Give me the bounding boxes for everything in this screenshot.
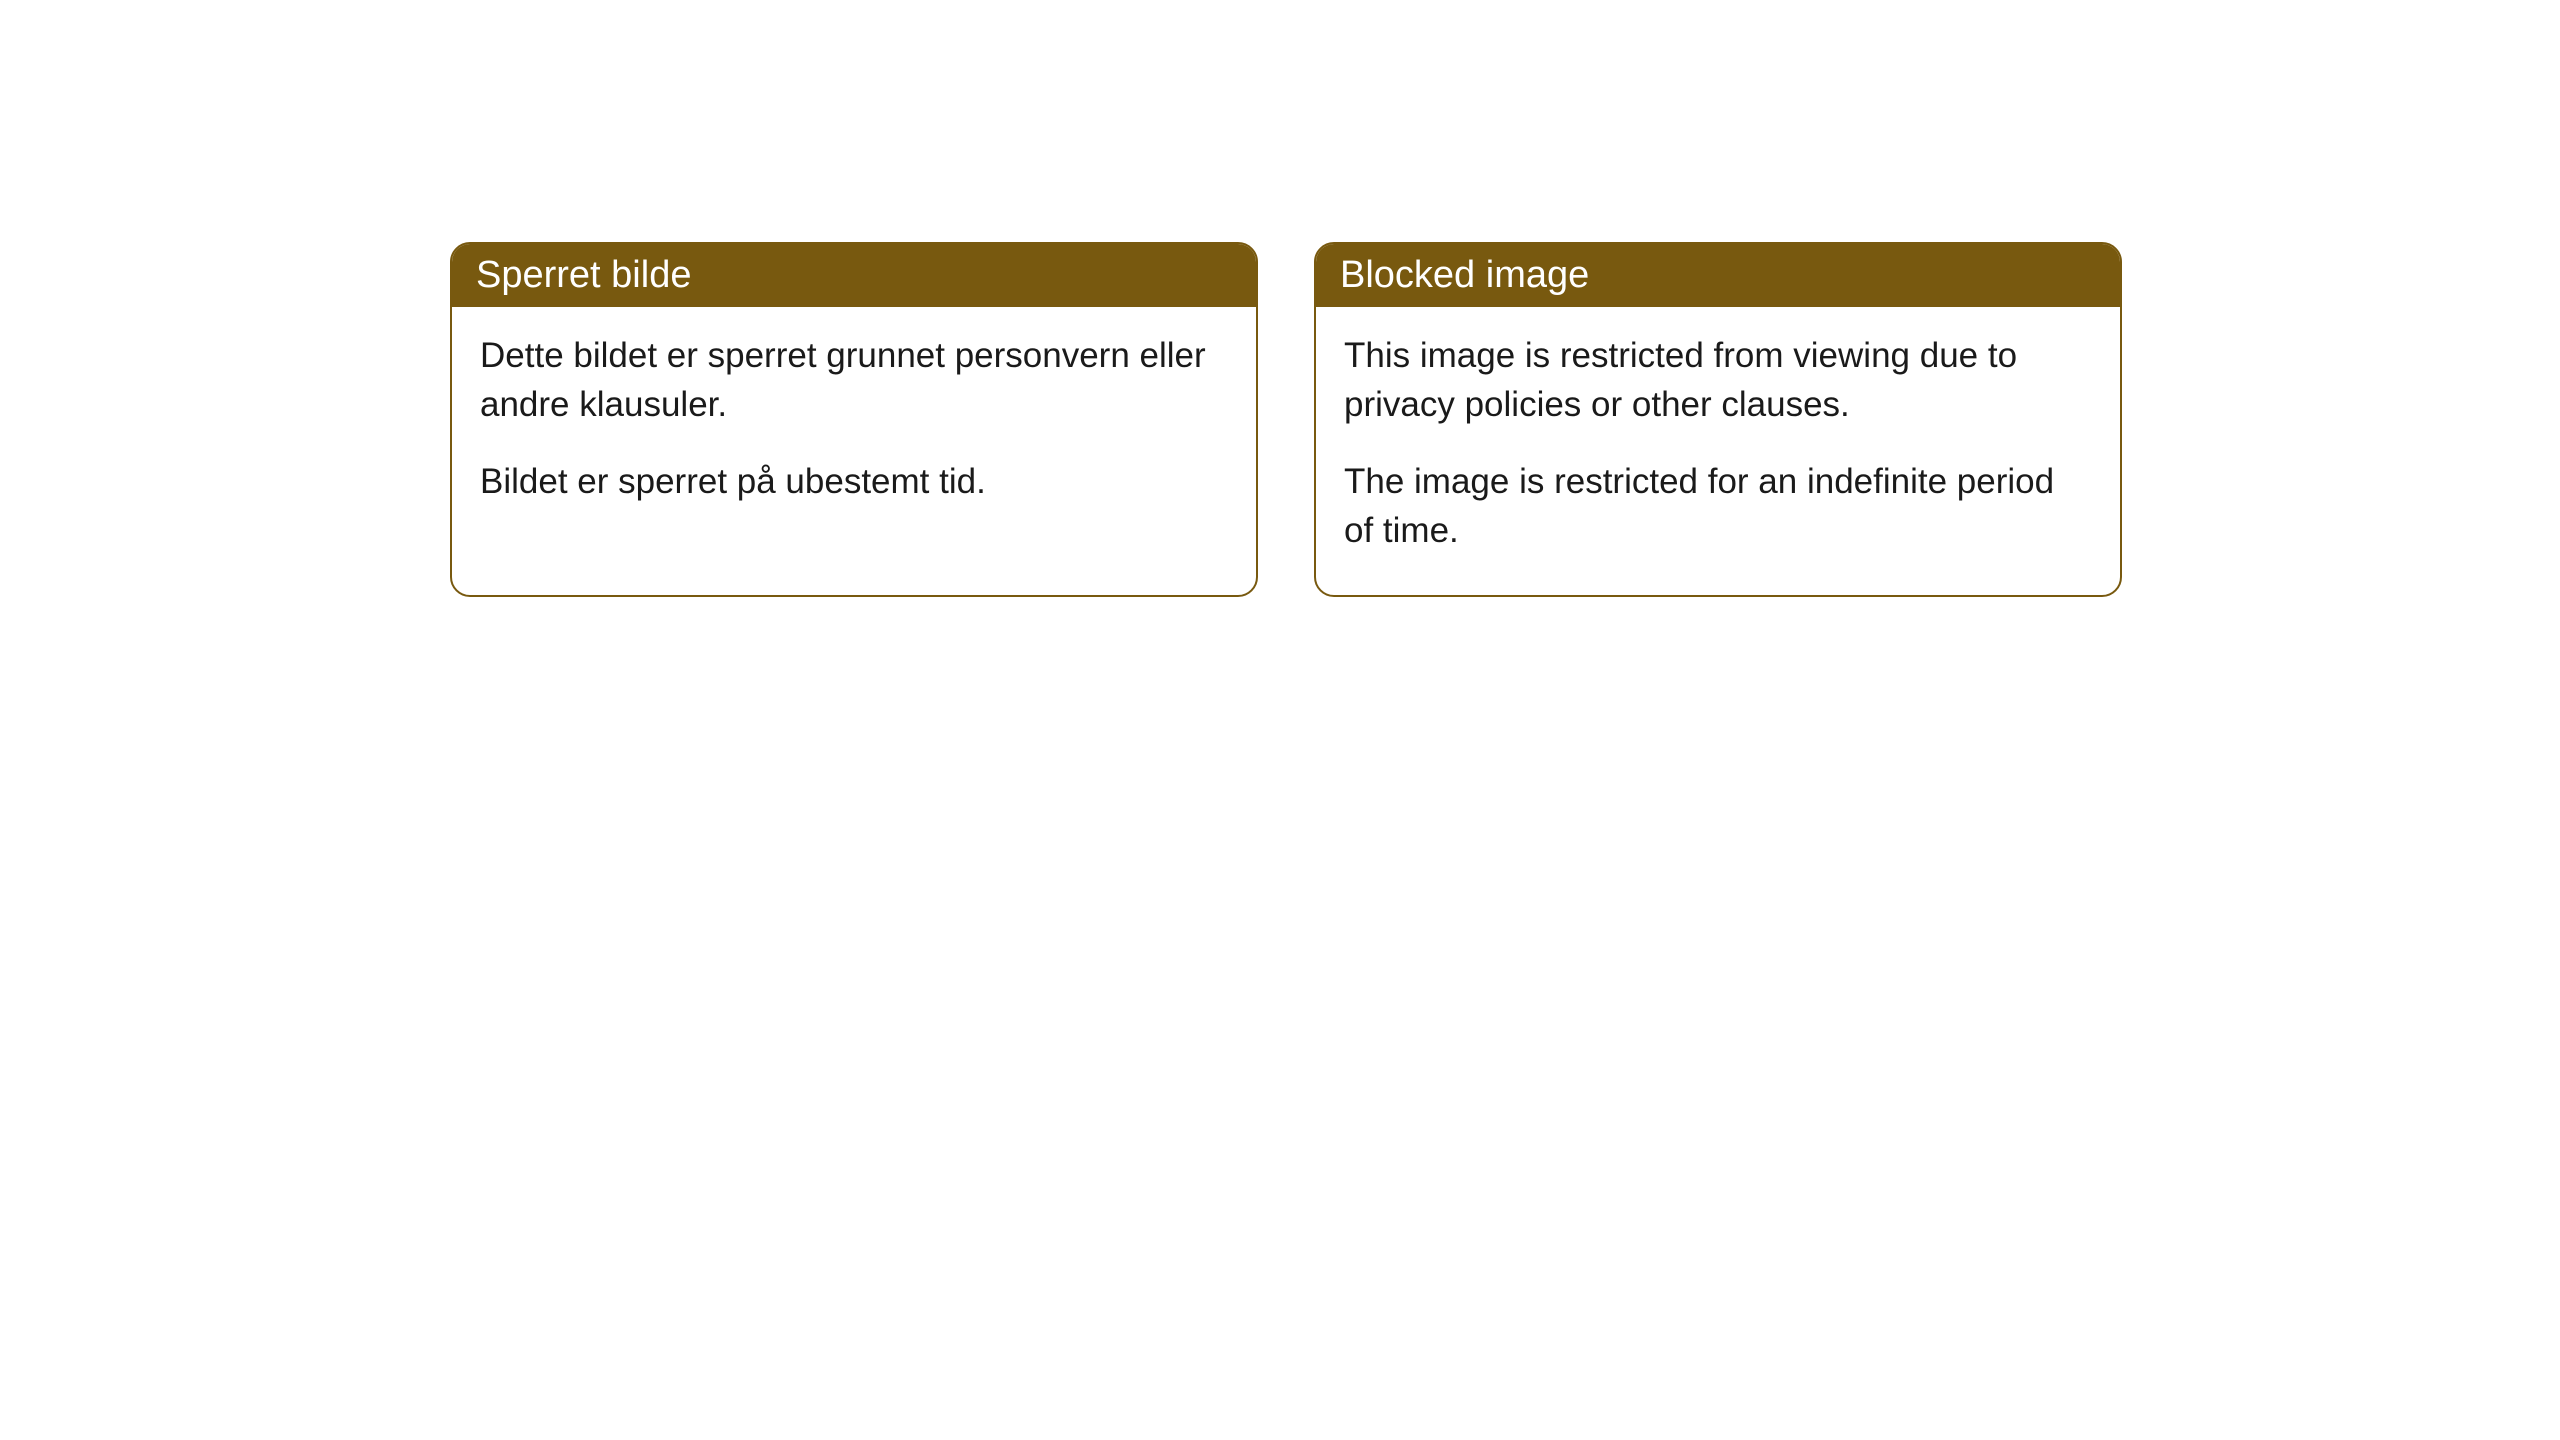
cards-container: Sperret bilde Dette bildet er sperret gr… (450, 242, 2122, 597)
card-header-norwegian: Sperret bilde (452, 244, 1256, 307)
card-title: Sperret bilde (476, 254, 691, 296)
card-title: Blocked image (1340, 254, 1589, 296)
card-paragraph: The image is restricted for an indefinit… (1344, 457, 2092, 555)
card-header-english: Blocked image (1316, 244, 2120, 307)
card-paragraph: Bildet er sperret på ubestemt tid. (480, 457, 1228, 506)
card-paragraph: Dette bildet er sperret grunnet personve… (480, 331, 1228, 429)
card-norwegian: Sperret bilde Dette bildet er sperret gr… (450, 242, 1258, 597)
card-body-english: This image is restricted from viewing du… (1316, 307, 2120, 595)
card-body-norwegian: Dette bildet er sperret grunnet personve… (452, 307, 1256, 546)
card-english: Blocked image This image is restricted f… (1314, 242, 2122, 597)
card-paragraph: This image is restricted from viewing du… (1344, 331, 2092, 429)
